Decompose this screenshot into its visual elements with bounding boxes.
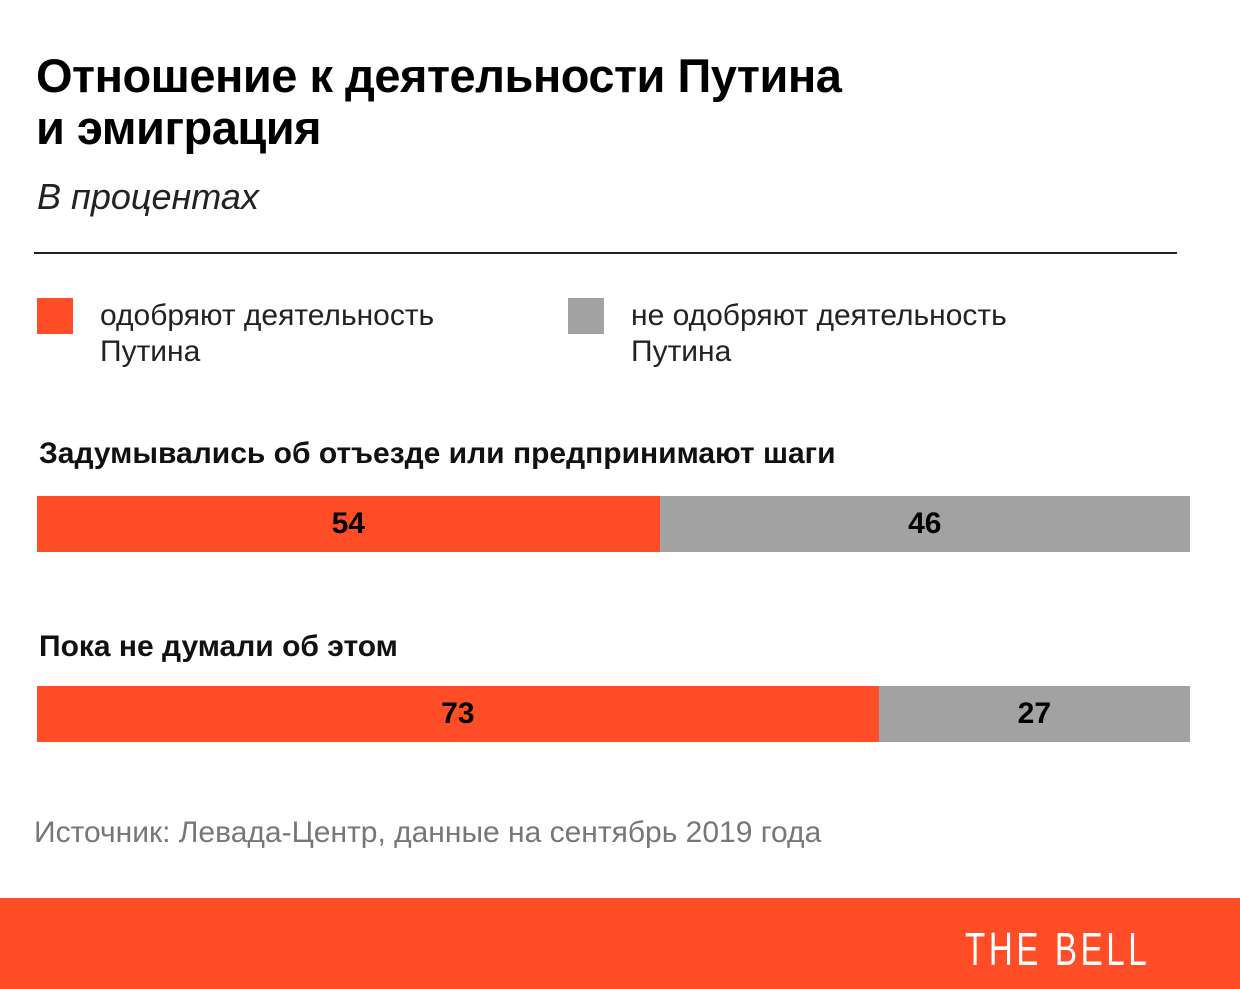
legend-item-approve: одобряют деятельность Путина <box>37 298 480 370</box>
legend-item-disapprove: не одобряют деятельность Путина <box>568 298 1011 370</box>
source-note: Источник: Левада-Центр, данные на сентяб… <box>34 816 822 849</box>
divider <box>34 252 1177 254</box>
brand-logo: THE BELL <box>964 923 1150 975</box>
bar-segment-disapprove: 27 <box>878 686 1190 742</box>
data-label: 27 <box>1017 697 1052 730</box>
bar-segment-disapprove: 46 <box>659 496 1190 552</box>
bar-segment-approve: 73 <box>37 686 879 742</box>
data-label: 54 <box>331 507 365 540</box>
title-line-1: Отношение к деятельности Путина <box>36 49 842 102</box>
legend-swatch-approve <box>37 298 73 334</box>
chart-subtitle: В процентах <box>37 176 259 217</box>
legend-label-disapprove: не одобряют деятельность Путина <box>631 299 1007 368</box>
bar-row-2: 73 27 <box>37 686 1190 742</box>
footer-band <box>0 898 1240 989</box>
data-label: 46 <box>908 507 942 540</box>
bar-row-1: 54 46 <box>37 496 1190 552</box>
legend-swatch-disapprove <box>568 298 604 334</box>
title-line-2: и эмиграция <box>36 101 322 154</box>
data-label: 73 <box>441 697 475 730</box>
bar-segment-approve: 54 <box>37 496 660 552</box>
category-label-2: Пока не думали об этом <box>39 630 398 663</box>
category-label-1: Задумывались об отъезде или предпринимаю… <box>39 437 836 470</box>
chart-title: Отношение к деятельности Путина и эмигра… <box>36 49 842 154</box>
legend-label-approve: одобряют деятельность Путина <box>100 299 435 368</box>
